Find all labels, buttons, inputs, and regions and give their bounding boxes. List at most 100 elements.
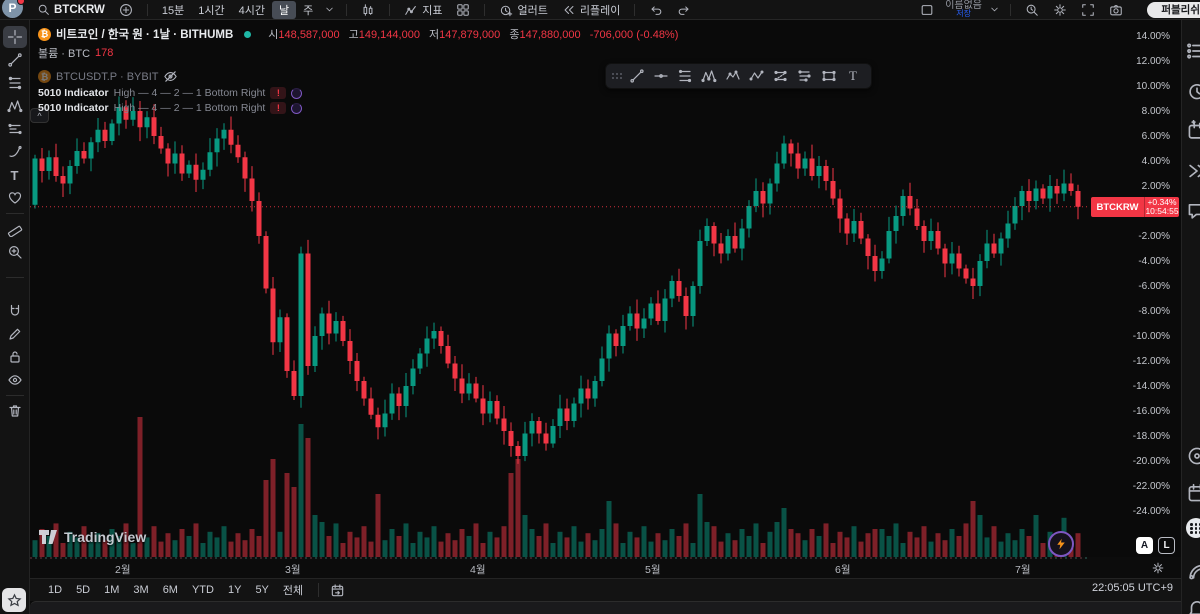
account-area[interactable]: P xyxy=(0,0,30,19)
connection-status-icon[interactable] xyxy=(1186,560,1200,582)
price-axis[interactable]: BTCKRW +0.34% 10:54:55 A L 14.00% 12.00% 1… xyxy=(1090,20,1181,557)
legend-main-row[interactable]: ₿ 비트코인 / 한국 원 · 1날 · BITHUMB 시148,587,00… xyxy=(38,26,678,42)
symbol-search-button[interactable]: BTCKRW xyxy=(30,1,112,19)
data-window-icon[interactable] xyxy=(1186,120,1200,142)
remove-drawings-button[interactable] xyxy=(3,400,27,422)
text-tool-button[interactable]: T xyxy=(3,164,27,186)
position-tool-button[interactable] xyxy=(3,118,27,140)
candlestick-chart[interactable] xyxy=(30,20,1090,557)
elliott-wave-tool-button[interactable] xyxy=(721,65,745,87)
fullscreen-button[interactable] xyxy=(1074,1,1102,19)
layout-dropdown[interactable] xyxy=(986,1,1003,19)
more-apps-button[interactable] xyxy=(1186,518,1200,538)
legend-hidden-symbol-row[interactable]: ₿ BTCUSDT.P · BYBIT xyxy=(38,69,678,84)
auto-scale-button[interactable]: A xyxy=(1136,537,1153,554)
drawing-mode-lock-button[interactable] xyxy=(3,323,27,345)
trend-line-tool-button[interactable] xyxy=(625,65,649,87)
layout-grid-button[interactable] xyxy=(449,1,477,19)
symbol-title[interactable]: 비트코인 / 한국 원 · 1날 · BITHUMB xyxy=(56,29,234,41)
range-button-5d[interactable]: 5D xyxy=(76,584,91,596)
magnet-tool-button[interactable] xyxy=(3,300,27,322)
indicator-error-icon[interactable]: ! xyxy=(270,102,287,114)
forecast-tool-button[interactable] xyxy=(793,65,817,87)
measure-tool-button[interactable] xyxy=(3,218,27,240)
crosshair-tool-button[interactable] xyxy=(2,26,27,48)
boost-button[interactable] xyxy=(1048,531,1074,557)
compare-add-button[interactable] xyxy=(112,1,140,19)
horizontal-line-tool-button[interactable] xyxy=(649,65,673,87)
range-button-1d[interactable]: 1D xyxy=(48,584,63,596)
interval-dropdown[interactable] xyxy=(320,1,339,19)
projection-tool-button[interactable] xyxy=(769,65,793,87)
xabcd-pattern-tool-button[interactable] xyxy=(3,95,27,117)
undo-button[interactable] xyxy=(642,1,670,19)
range-button-5y[interactable]: 5Y xyxy=(255,584,269,596)
snapshot-button[interactable] xyxy=(1102,1,1130,19)
favorites-toolbar-button[interactable] xyxy=(2,588,26,612)
log-scale-button[interactable]: L xyxy=(1158,537,1175,554)
user-avatar[interactable]: P xyxy=(2,0,25,18)
redo-button[interactable] xyxy=(670,1,698,19)
interval-button[interactable]: 4시간 xyxy=(238,4,265,17)
legend-indicator-row-2[interactable]: 5010 Indicator High — 4 — 2 — 1 Bottom R… xyxy=(38,102,678,114)
time-axis[interactable]: 2월 3월 4월 5월 6월 7월 xyxy=(30,557,1181,578)
price-change-percent: +0.34% xyxy=(1147,197,1177,207)
hotlists-icon[interactable] xyxy=(1186,160,1200,182)
clock-utc[interactable]: 22:05:05 UTC+9 xyxy=(1091,582,1173,594)
legend-collapse-button[interactable]: ^ xyxy=(30,108,49,123)
abc-pattern-tool-button[interactable] xyxy=(745,65,769,87)
candlestick-icon xyxy=(363,3,373,16)
zoom-in-tool-button[interactable] xyxy=(3,241,27,263)
fib-retracement-tool-button[interactable] xyxy=(3,72,27,94)
interval-group: 15분 1시간 4시간 날 주 xyxy=(155,0,320,19)
eye-off-icon[interactable] xyxy=(163,69,178,84)
range-button-3m[interactable]: 3M xyxy=(133,584,149,596)
notifications-bell-icon[interactable] xyxy=(1186,597,1200,614)
alerts-panel-icon[interactable] xyxy=(1186,80,1200,102)
brush-tool-button[interactable] xyxy=(3,141,27,163)
publish-button[interactable]: 퍼블리쉬 xyxy=(1147,1,1200,18)
emoji-tool-button[interactable] xyxy=(3,187,27,209)
fib-retracement-tool-button[interactable] xyxy=(673,65,697,87)
xabcd-pattern-tool-button[interactable] xyxy=(697,65,721,87)
range-button-1m[interactable]: 1M xyxy=(104,584,120,596)
calendar-icon[interactable] xyxy=(1186,482,1200,504)
chart-pane[interactable]: ₿ 비트코인 / 한국 원 · 1날 · BITHUMB 시148,587,00… xyxy=(30,20,1090,557)
save-layout-label[interactable]: 저장 xyxy=(956,8,971,18)
indicator-error-icon[interactable]: ! xyxy=(270,87,287,99)
layout-panel-button[interactable] xyxy=(913,1,941,19)
text-tool-button[interactable]: T xyxy=(841,65,865,87)
interval-button[interactable]: 15분 xyxy=(161,4,185,17)
axis-settings-gear-icon[interactable] xyxy=(1151,561,1165,575)
range-button-6m[interactable]: 6M xyxy=(162,584,178,596)
layout-name-button[interactable]: 이름없음 저장 xyxy=(941,0,986,18)
interval-button[interactable]: 주 xyxy=(303,4,314,17)
watchlist-icon[interactable] xyxy=(1186,40,1200,62)
range-button-1y[interactable]: 1Y xyxy=(227,584,242,596)
indicator-loading-icon xyxy=(291,87,303,99)
quick-search-button[interactable] xyxy=(1018,1,1046,19)
text-tool-icon: T xyxy=(10,167,19,183)
hide-drawings-button[interactable] xyxy=(3,369,27,391)
replay-button[interactable]: 리플레이 xyxy=(555,1,627,19)
interval-button[interactable]: 날 xyxy=(271,0,297,19)
range-button-전체[interactable]: 전체 xyxy=(282,585,304,597)
indicators-button[interactable]: 지표 xyxy=(397,1,449,19)
range-button-ytd[interactable]: YTD xyxy=(191,584,214,596)
chart-style-button[interactable] xyxy=(354,1,382,19)
object-tree-icon[interactable] xyxy=(1186,445,1200,467)
market-status-dot[interactable] xyxy=(244,30,252,38)
interval-button[interactable]: 1시간 xyxy=(198,4,225,17)
legend-volume-row[interactable]: 볼륨 · BTC 178 xyxy=(38,45,678,61)
chat-icon[interactable] xyxy=(1186,200,1200,222)
layout-name: 이름없음 xyxy=(945,0,982,11)
settings-button[interactable] xyxy=(1046,1,1074,19)
legend-indicator-row-1[interactable]: 5010 Indicator High — 4 — 2 — 1 Bottom R… xyxy=(38,87,678,99)
go-to-date-icon[interactable] xyxy=(330,583,345,598)
alert-button[interactable]: 얼러트 xyxy=(492,1,554,19)
rectangle-tool-button[interactable] xyxy=(817,65,841,87)
trend-line-tool-button[interactable] xyxy=(3,49,27,71)
toolbar-drag-handle[interactable] xyxy=(612,73,622,79)
lock-drawings-button[interactable] xyxy=(3,346,27,368)
rectangle-icon xyxy=(822,70,836,82)
